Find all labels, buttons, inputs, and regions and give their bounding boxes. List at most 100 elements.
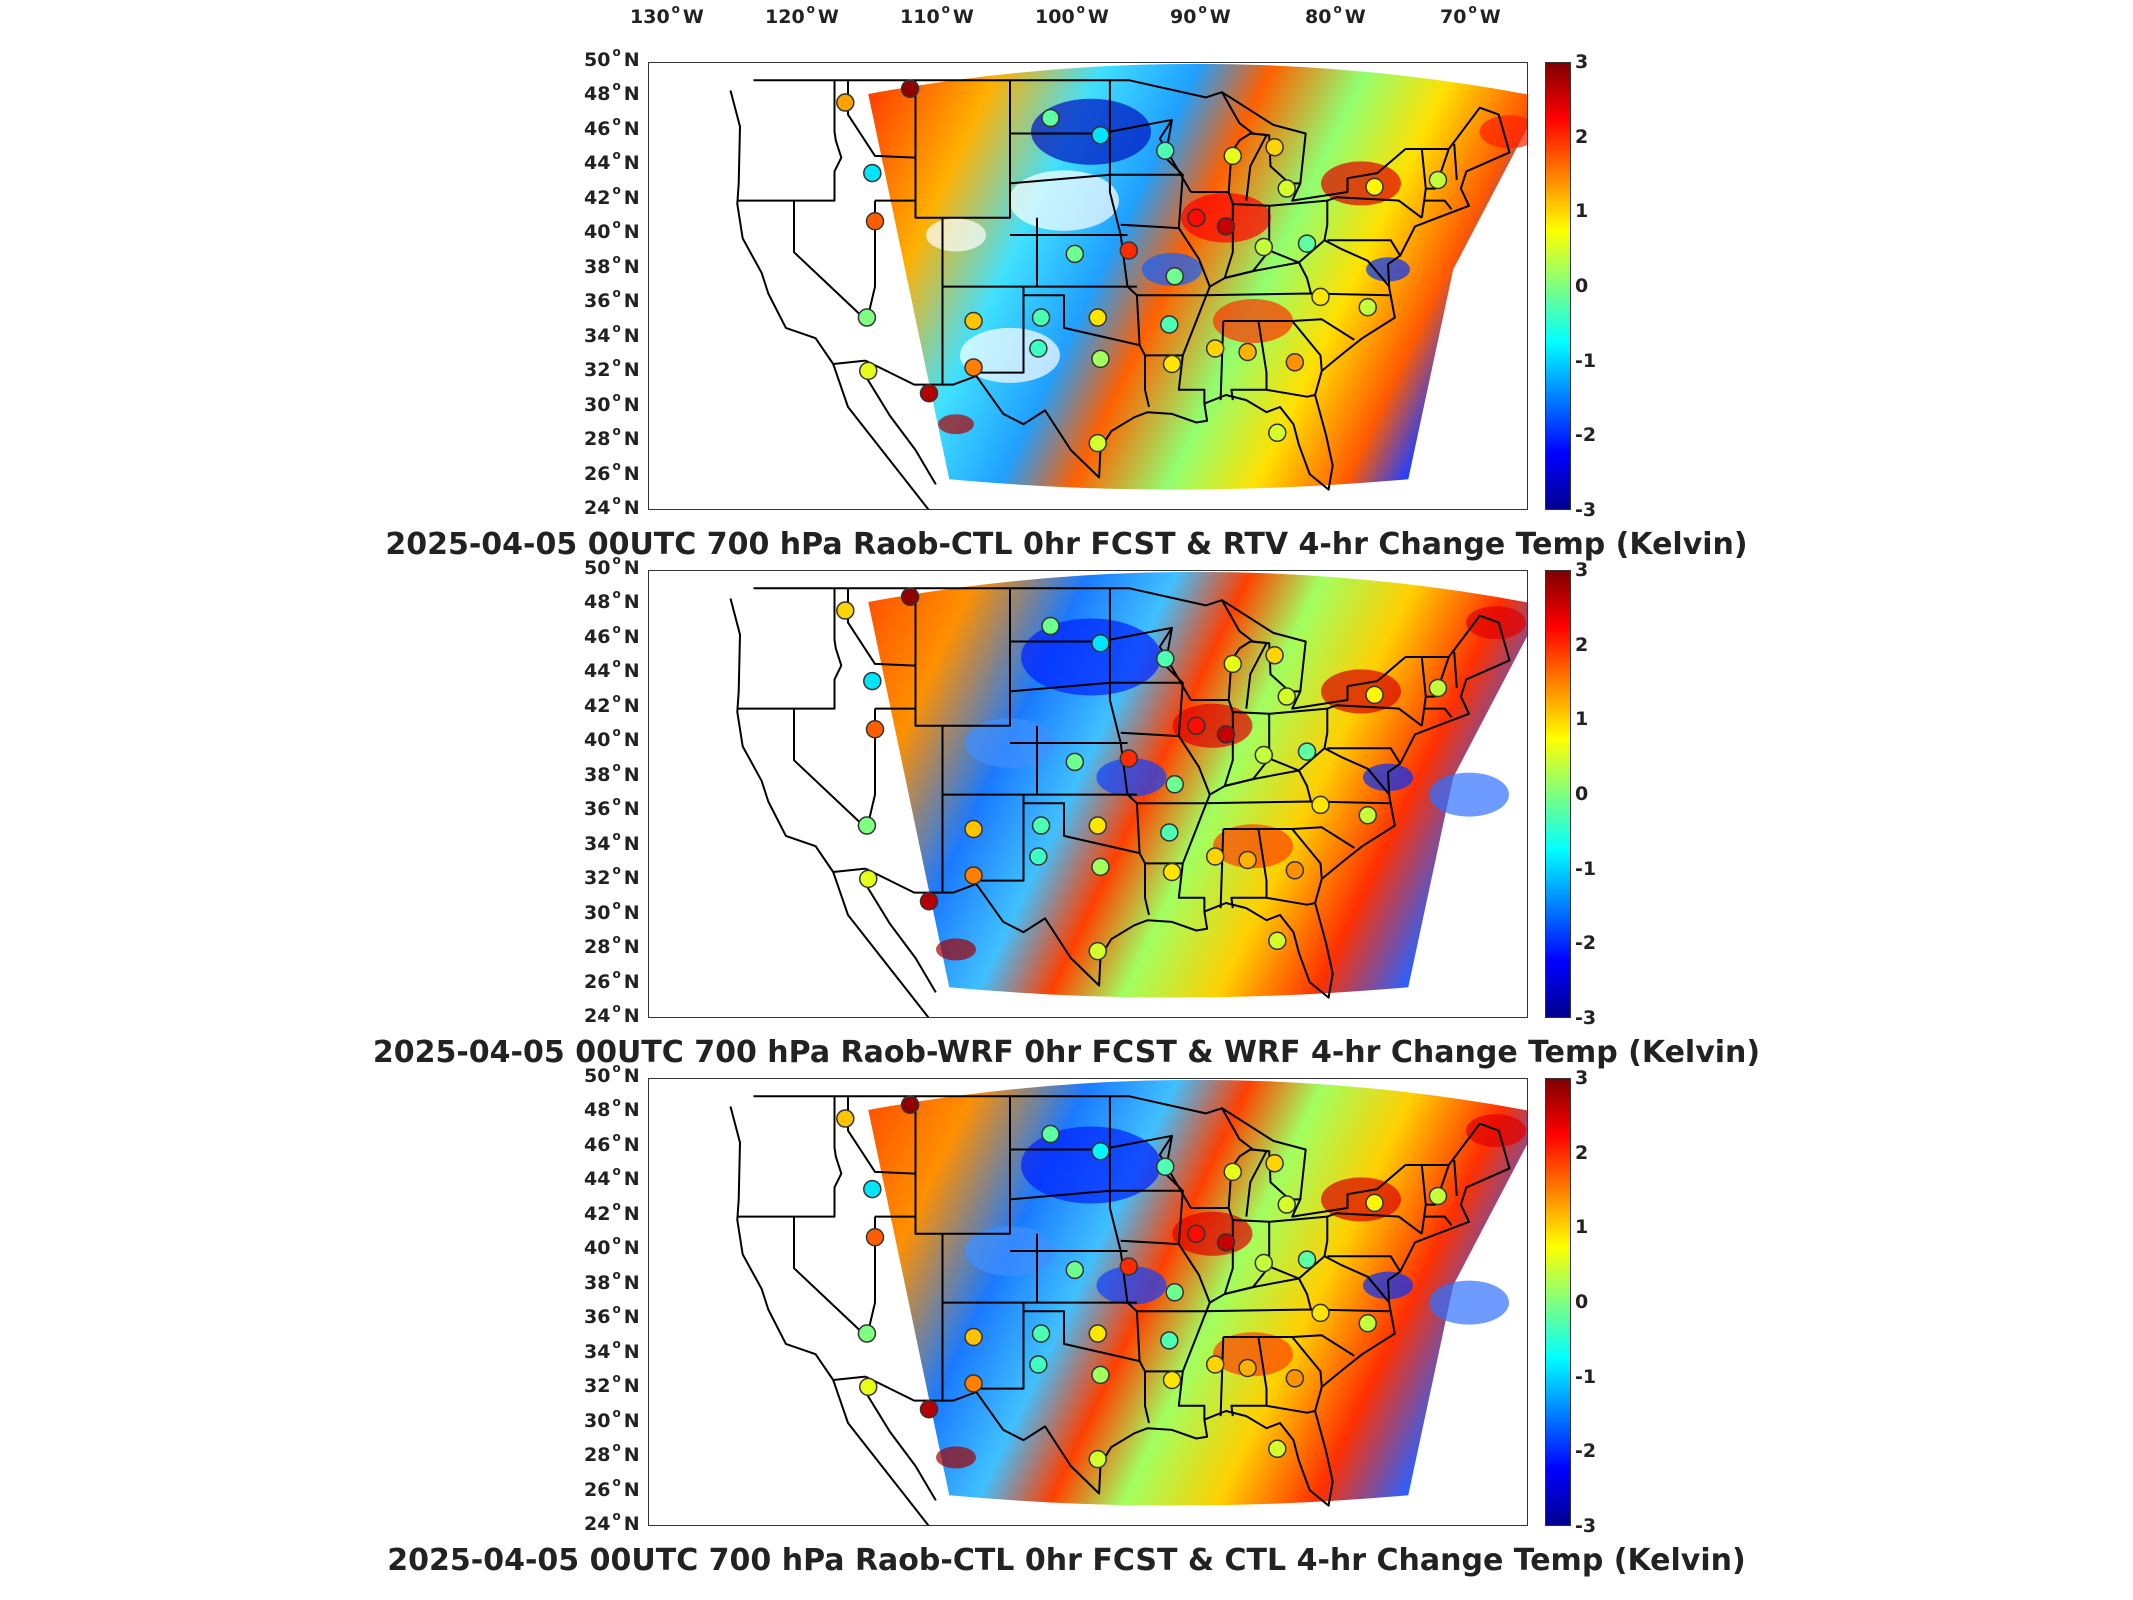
raob-station-marker[interactable] — [1119, 241, 1139, 260]
raob-station-marker[interactable] — [900, 79, 920, 99]
raob-station-marker[interactable] — [863, 671, 882, 691]
raob-station-marker[interactable] — [1165, 775, 1184, 794]
raob-station-marker[interactable] — [857, 1324, 877, 1343]
raob-station-marker[interactable] — [857, 816, 877, 835]
raob-station-marker[interactable] — [1285, 1369, 1305, 1388]
raob-station-marker[interactable] — [863, 163, 882, 183]
raob-station-marker[interactable] — [919, 1399, 939, 1419]
raob-station-marker[interactable] — [1031, 1324, 1051, 1343]
raob-station-marker[interactable] — [1268, 423, 1287, 443]
raob-station-marker[interactable] — [1091, 1365, 1110, 1385]
raob-station-marker[interactable] — [1254, 745, 1274, 765]
raob-station-marker[interactable] — [1065, 244, 1085, 264]
raob-station-marker[interactable] — [1205, 847, 1225, 866]
raob-station-marker[interactable] — [865, 1227, 885, 1247]
raob-station-marker[interactable] — [1254, 1253, 1274, 1273]
raob-station-marker[interactable] — [1162, 862, 1182, 882]
raob-station-marker[interactable] — [1265, 1154, 1284, 1173]
raob-station-marker[interactable] — [1088, 941, 1107, 961]
raob-station-marker[interactable] — [1065, 752, 1085, 772]
raob-station-marker[interactable] — [859, 1377, 878, 1397]
raob-station-marker[interactable] — [1187, 1224, 1206, 1244]
raob-station-marker[interactable] — [964, 1327, 983, 1347]
raob-station-marker[interactable] — [1265, 138, 1284, 157]
raob-station-marker[interactable] — [1268, 931, 1287, 951]
raob-station-marker[interactable] — [836, 93, 855, 112]
raob-station-marker[interactable] — [1088, 816, 1107, 835]
raob-station-marker[interactable] — [1365, 177, 1384, 197]
raob-station-marker[interactable] — [1156, 141, 1175, 160]
raob-station-marker[interactable] — [1358, 297, 1377, 317]
raob-station-marker[interactable] — [1162, 354, 1182, 374]
raob-station-marker[interactable] — [1031, 816, 1051, 835]
raob-station-marker[interactable] — [1205, 339, 1225, 358]
raob-station-marker[interactable] — [1091, 633, 1110, 653]
raob-station-marker[interactable] — [1285, 861, 1305, 880]
raob-station-marker[interactable] — [1160, 823, 1179, 842]
raob-station-marker[interactable] — [1216, 217, 1236, 236]
raob-station-marker[interactable] — [836, 601, 855, 620]
raob-station-marker[interactable] — [919, 891, 939, 911]
raob-station-marker[interactable] — [1428, 678, 1448, 698]
raob-station-marker[interactable] — [1365, 1193, 1384, 1213]
raob-station-marker[interactable] — [1165, 1283, 1184, 1302]
raob-station-marker[interactable] — [1160, 1331, 1179, 1350]
raob-station-marker[interactable] — [1205, 1355, 1225, 1374]
raob-station-marker[interactable] — [1091, 349, 1110, 369]
raob-station-marker[interactable] — [1297, 742, 1317, 761]
raob-station-marker[interactable] — [1029, 339, 1048, 358]
raob-station-marker[interactable] — [964, 819, 983, 839]
raob-station-marker[interactable] — [964, 358, 983, 377]
raob-station-marker[interactable] — [1156, 1157, 1175, 1176]
raob-station-marker[interactable] — [1223, 1162, 1242, 1182]
raob-station-marker[interactable] — [1091, 1141, 1110, 1161]
raob-station-marker[interactable] — [1268, 1439, 1287, 1459]
raob-station-marker[interactable] — [1216, 725, 1236, 744]
raob-station-marker[interactable] — [1311, 1303, 1330, 1323]
raob-station-marker[interactable] — [1088, 1449, 1107, 1469]
raob-station-marker[interactable] — [1311, 287, 1330, 307]
raob-station-marker[interactable] — [1216, 1233, 1236, 1252]
raob-station-marker[interactable] — [1311, 795, 1330, 815]
raob-station-marker[interactable] — [1365, 685, 1384, 705]
raob-station-marker[interactable] — [1238, 850, 1257, 870]
raob-station-marker[interactable] — [900, 1095, 920, 1115]
raob-station-marker[interactable] — [1091, 125, 1110, 145]
raob-station-marker[interactable] — [859, 869, 878, 889]
raob-station-marker[interactable] — [1277, 179, 1296, 198]
raob-station-marker[interactable] — [1088, 1324, 1107, 1343]
raob-station-marker[interactable] — [865, 211, 885, 231]
raob-station-marker[interactable] — [1041, 108, 1060, 128]
raob-station-marker[interactable] — [1297, 1250, 1317, 1269]
raob-station-marker[interactable] — [1223, 146, 1242, 166]
raob-station-marker[interactable] — [1428, 170, 1448, 190]
raob-station-marker[interactable] — [1265, 646, 1284, 665]
raob-station-marker[interactable] — [1187, 716, 1206, 736]
raob-station-marker[interactable] — [1065, 1260, 1085, 1280]
raob-station-marker[interactable] — [865, 719, 885, 739]
raob-station-marker[interactable] — [1119, 1257, 1139, 1276]
raob-station-marker[interactable] — [836, 1109, 855, 1128]
raob-station-marker[interactable] — [964, 866, 983, 885]
raob-station-marker[interactable] — [1160, 315, 1179, 334]
raob-station-marker[interactable] — [1156, 649, 1175, 668]
raob-station-marker[interactable] — [1091, 857, 1110, 877]
raob-station-marker[interactable] — [1297, 234, 1317, 253]
raob-station-marker[interactable] — [859, 361, 878, 381]
raob-station-marker[interactable] — [1254, 237, 1274, 257]
raob-station-marker[interactable] — [1428, 1186, 1448, 1206]
raob-station-marker[interactable] — [1088, 433, 1107, 453]
raob-station-marker[interactable] — [900, 587, 920, 607]
raob-station-marker[interactable] — [1041, 1124, 1060, 1144]
raob-station-marker[interactable] — [964, 1374, 983, 1393]
raob-station-marker[interactable] — [1088, 308, 1107, 327]
raob-station-marker[interactable] — [857, 308, 877, 327]
raob-station-marker[interactable] — [1029, 847, 1048, 866]
raob-station-marker[interactable] — [919, 383, 939, 403]
raob-station-marker[interactable] — [1277, 687, 1296, 706]
raob-station-marker[interactable] — [1187, 208, 1206, 228]
raob-station-marker[interactable] — [1277, 1195, 1296, 1214]
raob-station-marker[interactable] — [1029, 1355, 1048, 1374]
raob-station-marker[interactable] — [1238, 342, 1257, 362]
raob-station-marker[interactable] — [1358, 805, 1377, 825]
